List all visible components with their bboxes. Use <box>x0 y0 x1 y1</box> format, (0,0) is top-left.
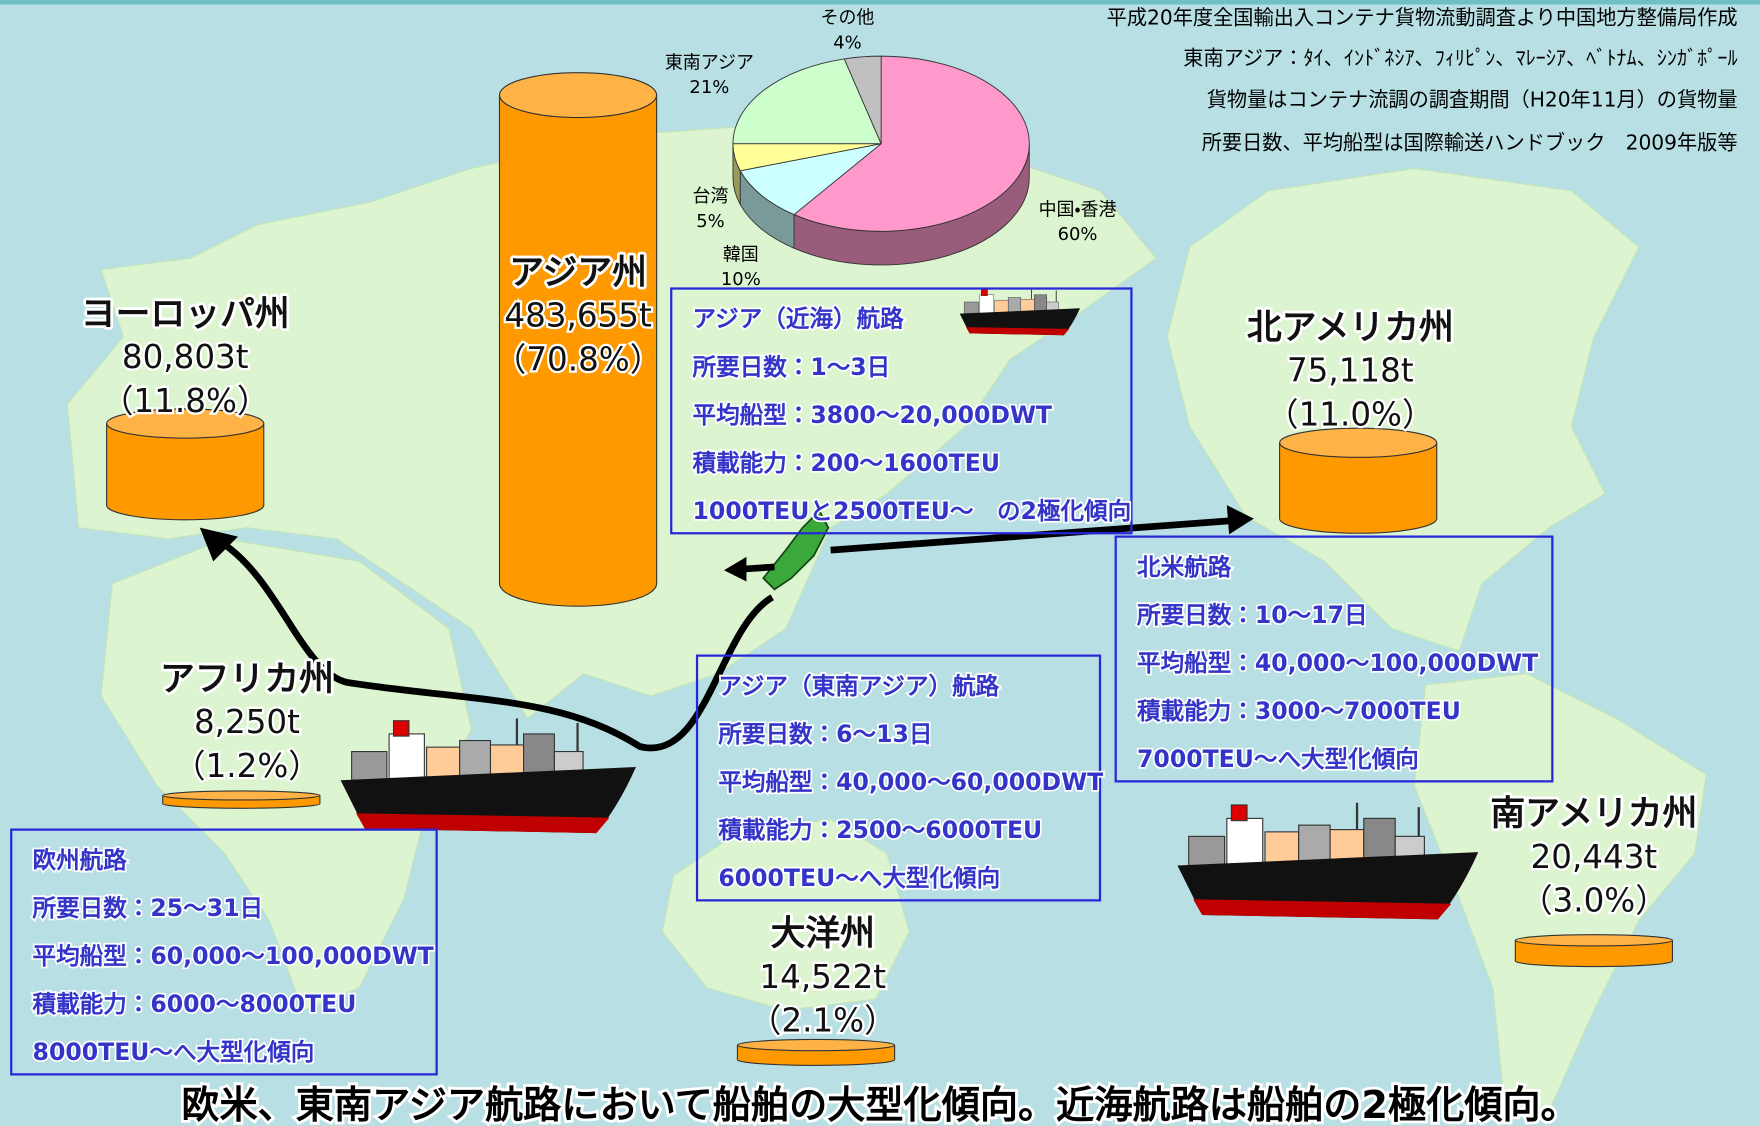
cylinder-top <box>736 1038 896 1052</box>
pie-slice <box>793 55 1030 232</box>
footer: 欧米、東南アジア航路において船舶の大型化傾向。近海航路は船舶の2極化傾向。 <box>181 1083 1578 1126</box>
cylinder-top <box>498 72 658 119</box>
route-box <box>1114 535 1554 783</box>
note: 平成20年度全国輸出入コンテナ貨物流動調査より中国地方整備局作成 <box>1107 6 1738 30</box>
region-name: アジア州 <box>509 253 647 293</box>
region-name: 大洋州 <box>771 914 875 954</box>
top-rule <box>0 0 1760 5</box>
pie-label: 韓国 <box>723 244 759 265</box>
region-name: 南アメリカ州 <box>1490 794 1697 834</box>
note: 東南アジア：ﾀｲ、ｲﾝﾄﾞﾈｼｱ、ﾌｨﾘﾋﾟﾝ、ﾏﾚｰｼｱ、ﾍﾞﾄﾅﾑ、ｼﾝｶﾞ… <box>1183 46 1737 70</box>
region-value: 483,655t <box>504 297 651 335</box>
pie-value-label: 5% <box>696 211 724 232</box>
arrowhead <box>1226 505 1254 535</box>
route-line: 8000TEU～へ大型化傾向 <box>33 1038 315 1066</box>
region-share: （2.1%） <box>749 1002 897 1040</box>
region-share: （1.2%） <box>173 747 321 785</box>
route-line: 平均船型：3800～20,000DWT <box>693 401 1052 429</box>
route-line: 7000TEU～へ大型化傾向 <box>1137 745 1419 773</box>
pie-value-label: 4% <box>833 32 861 53</box>
pie-value-label: 60% <box>1058 224 1098 245</box>
japan <box>762 509 830 591</box>
cylinder-body <box>499 95 657 584</box>
note: 貨物量はコンテナ流調の調査期間（H20年11月）の貨物量 <box>1207 88 1738 112</box>
pie-value-label: 10% <box>721 269 761 290</box>
route-box <box>10 828 438 1076</box>
cylinder-top <box>162 790 321 801</box>
region-share: （70.8%） <box>494 340 662 378</box>
route-line: 1000TEUと2500TEU～ の2極化傾向 <box>693 497 1132 525</box>
region-share: （3.0%） <box>1520 882 1668 920</box>
route-line: 所要日数：1～3日 <box>692 353 891 381</box>
route-line: 6000TEU～へ大型化傾向 <box>718 864 1000 892</box>
arrowhead <box>723 556 747 582</box>
route-line: 積載能力：3000～7000TEU <box>1137 697 1461 725</box>
route-title: アジア（東南アジア）航路 <box>718 672 999 700</box>
pie-label: 台湾 <box>693 186 729 207</box>
route-line: 積載能力：6000～8000TEU <box>33 990 357 1018</box>
region-share: （11.8%） <box>101 382 269 420</box>
cylinder-top <box>1279 427 1438 458</box>
region-name: アフリカ州 <box>160 659 334 699</box>
cylinder-top <box>106 408 265 439</box>
route-box <box>670 287 1133 535</box>
route-line: 所要日数：6～13日 <box>717 720 932 748</box>
pie-slice <box>732 58 882 145</box>
route-line: 積載能力：2500～6000TEU <box>718 816 1042 844</box>
region-value: 14,522t <box>759 958 886 996</box>
route-line: 平均船型：60,000～100,000DWT <box>33 942 434 970</box>
region-value: 8,250t <box>194 703 300 741</box>
pie-label: 東南アジア <box>665 52 754 73</box>
region-share: （11.0%） <box>1266 395 1434 433</box>
pie-label: 中国・香港 <box>1039 200 1117 221</box>
na-route <box>830 517 1230 554</box>
route-title: 北米航路 <box>1137 553 1232 581</box>
route-line: 平均船型：40,000～100,000DWT <box>1137 649 1538 677</box>
pie-slice <box>843 55 882 144</box>
pie-label: その他 <box>821 8 875 29</box>
europe-route <box>222 541 775 752</box>
route-line: 所要日数：10～17日 <box>1136 601 1368 629</box>
route-title: 欧州航路 <box>33 846 128 874</box>
route-line: 積載能力：200～1600TEU <box>693 449 1000 477</box>
region-value: 20,443t <box>1531 838 1658 876</box>
region-name: ヨーロッパ州 <box>81 295 290 335</box>
route-box <box>695 654 1102 902</box>
region-name: 北アメリカ州 <box>1247 308 1454 348</box>
route-title: アジア（近海）航路 <box>693 305 905 333</box>
arrowhead <box>199 527 238 562</box>
note: 所要日数、平均船型は国際輸送ハンドブック 2009年版等 <box>1202 130 1738 154</box>
region-value: 80,803t <box>122 338 249 376</box>
route-line: 所要日数：25～31日 <box>32 894 264 922</box>
pie-value-label: 21% <box>689 77 729 98</box>
region-value: 75,118t <box>1287 352 1414 390</box>
route-line: 平均船型：40,000～60,000DWT <box>718 768 1103 796</box>
cylinder-top <box>1514 934 1674 947</box>
pie-slice <box>739 143 882 216</box>
